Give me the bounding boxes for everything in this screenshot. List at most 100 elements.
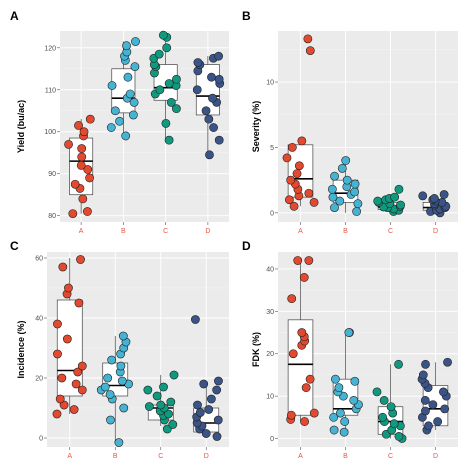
data-point-d — [421, 406, 430, 416]
y-tick-label: 60 — [35, 256, 43, 263]
y-tick-label: 0 — [39, 436, 43, 443]
data-point-d — [191, 315, 200, 324]
data-point-d — [206, 394, 216, 404]
data-point-d — [209, 123, 218, 132]
y-tick-label: 90 — [48, 171, 56, 178]
data-point-d — [193, 58, 203, 67]
data-point-a — [71, 379, 81, 389]
category-label: A — [67, 453, 72, 460]
data-point-a — [52, 409, 62, 419]
data-point-d — [429, 194, 439, 203]
data-point-a — [286, 410, 296, 420]
data-point-b — [334, 383, 344, 393]
data-point-a — [284, 195, 294, 205]
data-point-a — [55, 394, 65, 404]
category-label: A — [298, 453, 303, 460]
data-point-b — [327, 184, 337, 194]
data-point-a — [305, 374, 315, 384]
data-point-a — [287, 143, 297, 152]
data-point-d — [214, 51, 224, 61]
y-tick-label: 100 — [44, 129, 56, 136]
y-axis-title: FDK (%) — [251, 332, 261, 367]
category-label: C — [158, 453, 163, 460]
data-point-a — [85, 173, 94, 183]
data-point-d — [440, 404, 450, 414]
data-point-a — [70, 179, 80, 189]
data-point-b — [349, 395, 359, 405]
category-label: C — [388, 453, 393, 460]
y-tick-label: 20 — [266, 351, 274, 358]
data-point-b — [115, 116, 124, 126]
data-point-b — [110, 106, 120, 116]
data-point-a — [300, 417, 309, 426]
data-point-b — [330, 203, 339, 213]
data-point-b — [341, 156, 351, 165]
category-label: B — [343, 453, 348, 460]
y-tick-label: 0 — [270, 210, 274, 217]
category-label: D — [433, 453, 438, 460]
panel-d: D 0 10 20 30 40 A B C D FDK (%) — [242, 239, 458, 460]
data-point-a — [77, 361, 87, 371]
data-point-c — [144, 402, 154, 411]
category-label: C — [163, 228, 168, 235]
data-point-c — [172, 74, 181, 84]
data-point-d — [207, 72, 216, 82]
data-point-a — [309, 197, 319, 207]
data-point-b — [100, 382, 110, 392]
data-point-d — [214, 135, 224, 145]
category-label: A — [79, 228, 84, 235]
data-point-b — [335, 196, 345, 206]
data-point-d — [192, 85, 202, 95]
data-point-a — [73, 367, 83, 377]
y-axis-title: Severity (%) — [251, 101, 261, 153]
data-point-c — [379, 395, 389, 405]
data-point-a — [286, 175, 296, 185]
data-point-a — [57, 373, 67, 383]
data-point-c — [389, 419, 399, 429]
data-point-c — [164, 409, 173, 419]
data-point-c — [161, 118, 171, 128]
data-point-b — [125, 89, 135, 99]
category-label: D — [205, 228, 210, 235]
data-point-c — [394, 432, 404, 441]
data-point-c — [162, 43, 172, 53]
data-point-c — [156, 400, 166, 410]
panel-b: B 0 5 10 A B C D Severity (%) — [242, 9, 458, 235]
data-point-a — [303, 34, 313, 44]
data-point-d — [428, 400, 438, 410]
panel-a: A 80 90 100 110 120 A B C D Yield (bu/ac) — [10, 9, 229, 235]
data-point-b — [344, 328, 354, 337]
data-point-d — [443, 357, 452, 367]
data-point-a — [79, 127, 89, 137]
data-point-d — [212, 385, 222, 395]
data-point-b — [331, 374, 340, 384]
panel-letter: C — [10, 239, 19, 253]
data-point-c — [372, 387, 382, 397]
y-tick-label: 40 — [266, 266, 274, 273]
y-tick-label: 5 — [270, 145, 274, 152]
data-point-b — [117, 376, 127, 386]
data-point-a — [78, 194, 88, 204]
data-point-b — [106, 123, 116, 132]
data-point-a — [77, 385, 87, 395]
data-point-b — [123, 72, 133, 82]
data-point-c — [166, 97, 176, 107]
data-point-d — [201, 429, 211, 438]
data-point-d — [214, 74, 224, 84]
category-label: B — [121, 228, 126, 235]
y-tick-label: 0 — [270, 436, 274, 443]
data-point-b — [342, 175, 352, 185]
data-point-a — [68, 209, 78, 219]
data-point-a — [304, 256, 314, 265]
y-tick-label: 10 — [266, 80, 274, 87]
data-point-a — [58, 262, 68, 272]
data-point-a — [74, 121, 83, 130]
data-point-d — [208, 93, 217, 103]
data-point-c — [396, 200, 405, 210]
data-point-b — [337, 163, 347, 173]
data-point-a — [62, 334, 72, 344]
data-point-b — [353, 199, 363, 209]
y-axis-title: Yield (bu/ac) — [16, 100, 26, 153]
data-point-a — [53, 349, 62, 359]
